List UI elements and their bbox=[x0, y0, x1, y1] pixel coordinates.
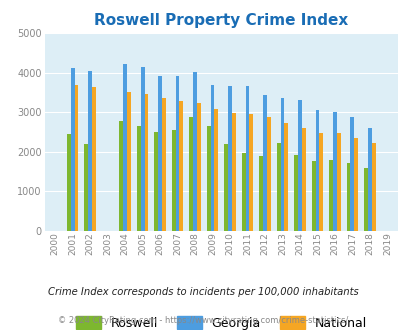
Bar bbox=[119, 121, 123, 231]
Bar bbox=[196, 103, 200, 231]
Bar bbox=[84, 144, 88, 231]
Bar bbox=[249, 114, 253, 231]
Text: © 2024 CityRating.com - https://www.cityrating.com/crime-statistics/: © 2024 CityRating.com - https://www.city… bbox=[58, 315, 347, 325]
Bar bbox=[367, 128, 371, 231]
Bar bbox=[280, 98, 283, 231]
Bar bbox=[284, 123, 288, 231]
Bar bbox=[88, 71, 92, 231]
Bar bbox=[241, 153, 245, 231]
Bar bbox=[123, 64, 127, 231]
Bar bbox=[276, 143, 280, 231]
Bar bbox=[346, 163, 350, 231]
Bar bbox=[336, 133, 340, 231]
Bar bbox=[193, 72, 196, 231]
Bar bbox=[350, 117, 354, 231]
Bar bbox=[70, 68, 75, 231]
Bar bbox=[258, 156, 262, 231]
Bar bbox=[210, 85, 214, 231]
Title: Roswell Property Crime Index: Roswell Property Crime Index bbox=[94, 13, 347, 28]
Bar bbox=[297, 100, 301, 231]
Bar bbox=[315, 110, 319, 231]
Bar bbox=[92, 87, 96, 231]
Bar bbox=[75, 85, 78, 231]
Bar bbox=[228, 86, 231, 231]
Bar bbox=[371, 143, 375, 231]
Bar bbox=[67, 134, 70, 231]
Bar bbox=[354, 138, 357, 231]
Bar bbox=[158, 76, 162, 231]
Text: Crime Index corresponds to incidents per 100,000 inhabitants: Crime Index corresponds to incidents per… bbox=[47, 287, 358, 297]
Bar bbox=[332, 112, 336, 231]
Bar bbox=[206, 126, 210, 231]
Legend: Roswell, Georgia, National: Roswell, Georgia, National bbox=[72, 313, 370, 330]
Bar bbox=[363, 168, 367, 231]
Bar bbox=[294, 155, 297, 231]
Bar bbox=[179, 101, 183, 231]
Bar bbox=[175, 76, 179, 231]
Bar bbox=[328, 160, 332, 231]
Bar bbox=[189, 117, 193, 231]
Bar bbox=[140, 67, 144, 231]
Bar bbox=[319, 133, 322, 231]
Bar bbox=[266, 117, 270, 231]
Bar bbox=[311, 161, 315, 231]
Bar bbox=[231, 113, 235, 231]
Bar bbox=[127, 92, 130, 231]
Bar bbox=[224, 144, 228, 231]
Bar bbox=[214, 109, 218, 231]
Bar bbox=[136, 126, 140, 231]
Bar bbox=[162, 98, 165, 231]
Bar bbox=[154, 132, 158, 231]
Bar bbox=[144, 94, 148, 231]
Bar bbox=[245, 86, 249, 231]
Bar bbox=[301, 128, 305, 231]
Bar bbox=[171, 130, 175, 231]
Bar bbox=[262, 95, 266, 231]
